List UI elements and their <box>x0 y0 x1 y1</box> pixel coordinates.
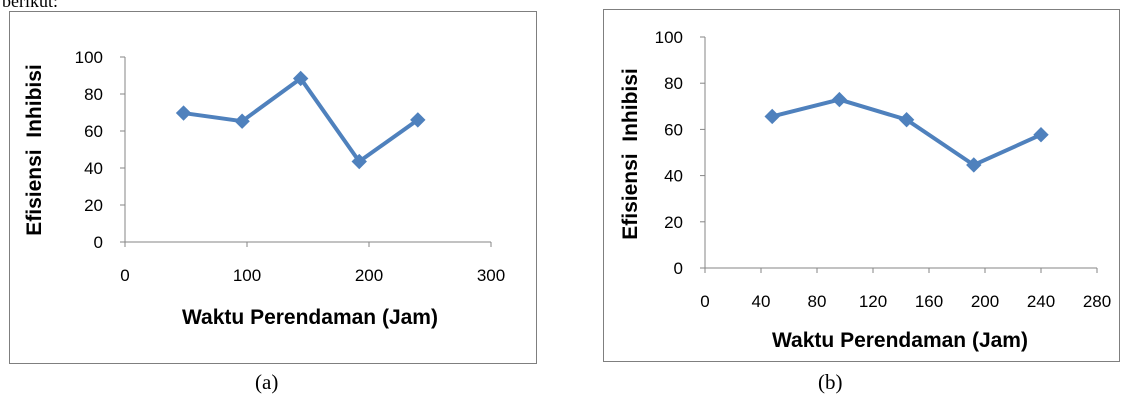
x-tick-label: 80 <box>808 292 827 311</box>
y-tick-label: 100 <box>655 28 683 47</box>
preceding-text-fragment: berikut: <box>2 0 58 11</box>
y-tick-label: 0 <box>674 259 683 278</box>
x-axis-title: Waktu Perendaman (Jam) <box>772 329 1028 352</box>
y-axis-title: Efisiensi Inhibisi <box>23 64 46 236</box>
caption-a: (a) <box>255 370 279 394</box>
x-axis-title: Waktu Perendaman (Jam) <box>182 306 438 329</box>
y-tick-label: 60 <box>664 120 683 139</box>
y-tick-label: 60 <box>84 122 103 141</box>
x-tick-label: 0 <box>120 266 129 285</box>
y-tick-label: 80 <box>664 74 683 93</box>
chart-a-frame: 0 20 40 60 80 100 0 100 200 300 Waktu Perendaman (… <box>9 11 537 364</box>
data-point <box>410 112 426 128</box>
y-tick-label: 80 <box>84 85 103 104</box>
x-tick-label: 40 <box>752 292 771 311</box>
data-point <box>831 91 848 108</box>
data-point <box>175 105 192 121</box>
y-tick-label: 20 <box>84 196 103 215</box>
x-tick-label: 280 <box>1083 292 1111 311</box>
y-tick-label: 40 <box>84 159 103 178</box>
y-tick-label: 40 <box>664 167 683 186</box>
x-tick-label: 120 <box>859 292 887 311</box>
caption-b: (b) <box>818 370 843 394</box>
y-axis-title: Efisiensi Inhibisi <box>619 68 642 240</box>
x-tick-label: 200 <box>971 292 999 311</box>
data-point <box>292 70 309 87</box>
data-point <box>351 153 367 170</box>
y-tick-label: 0 <box>94 233 103 252</box>
x-tick-label: 100 <box>233 266 261 285</box>
chart-a: 0 20 40 60 80 100 0 100 200 300 Waktu Perendaman (… <box>23 48 505 329</box>
series-line <box>183 76 419 164</box>
y-tick-label: 20 <box>664 213 683 232</box>
chart-b-frame: 0 20 40 60 80 100 0 40 80 120 160 200 240 280 Waktu Pe… <box>603 9 1120 362</box>
series-line <box>771 97 1042 167</box>
data-point <box>966 157 982 173</box>
data-point <box>1033 127 1049 143</box>
x-tick-label: 200 <box>355 266 383 285</box>
x-tick-label: 0 <box>700 292 709 311</box>
y-tick-label: 100 <box>75 48 103 67</box>
x-tick-label: 300 <box>477 266 505 285</box>
data-point <box>898 111 915 128</box>
x-tick-label: 240 <box>1027 292 1055 311</box>
data-point <box>764 108 780 125</box>
x-tick-label: 160 <box>915 292 943 311</box>
data-point <box>234 113 250 129</box>
chart-b: 0 20 40 60 80 100 0 40 80 120 160 200 240 280 Waktu Pe… <box>619 28 1111 352</box>
